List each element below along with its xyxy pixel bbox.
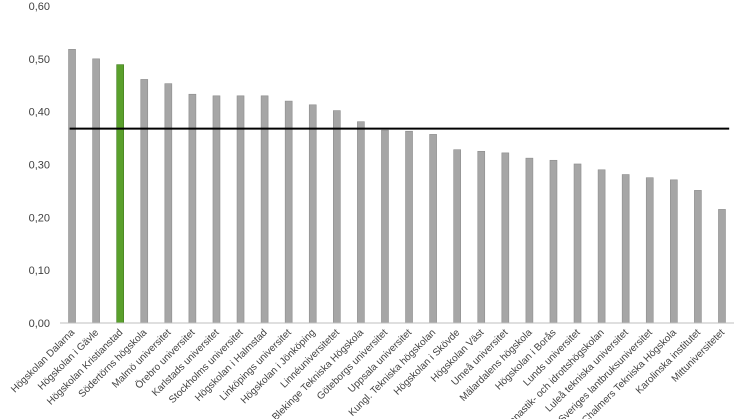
bar: [164, 83, 173, 324]
y-tick-label: 0,00: [29, 318, 50, 330]
bar: [284, 100, 293, 324]
bar: [405, 130, 413, 324]
bar: [236, 95, 245, 324]
bar: [645, 177, 654, 324]
y-axis: 0,00 0,10 0,20 0,30 0,40 0,50 0,60: [29, 1, 50, 330]
bar: [68, 49, 76, 324]
bar-highlighted: [116, 64, 124, 324]
y-tick-label: 0,50: [29, 54, 50, 66]
y-tick-label: 0,40: [29, 107, 50, 119]
bar: [525, 157, 534, 324]
bar: [597, 169, 606, 324]
y-tick-label: 0,60: [29, 1, 50, 13]
bar: [477, 150, 486, 324]
bar: [260, 95, 269, 324]
bar: [140, 79, 149, 324]
bar: [670, 179, 678, 324]
bar: [453, 149, 461, 324]
bar: [501, 152, 510, 324]
bar: [357, 121, 365, 324]
y-tick-label: 0,10: [29, 265, 50, 277]
bar: [621, 174, 630, 324]
bar: [92, 58, 100, 324]
bar: [212, 95, 221, 324]
bar: [381, 129, 389, 324]
bar: [429, 134, 437, 324]
bar: [549, 159, 558, 324]
y-tick-label: 0,20: [29, 212, 50, 224]
bar: [718, 209, 726, 324]
y-tick-label: 0,30: [29, 160, 50, 172]
bar: [573, 163, 582, 324]
bar: [694, 190, 702, 324]
bars: [68, 49, 726, 324]
bar: [308, 104, 317, 324]
bar: [333, 110, 341, 324]
